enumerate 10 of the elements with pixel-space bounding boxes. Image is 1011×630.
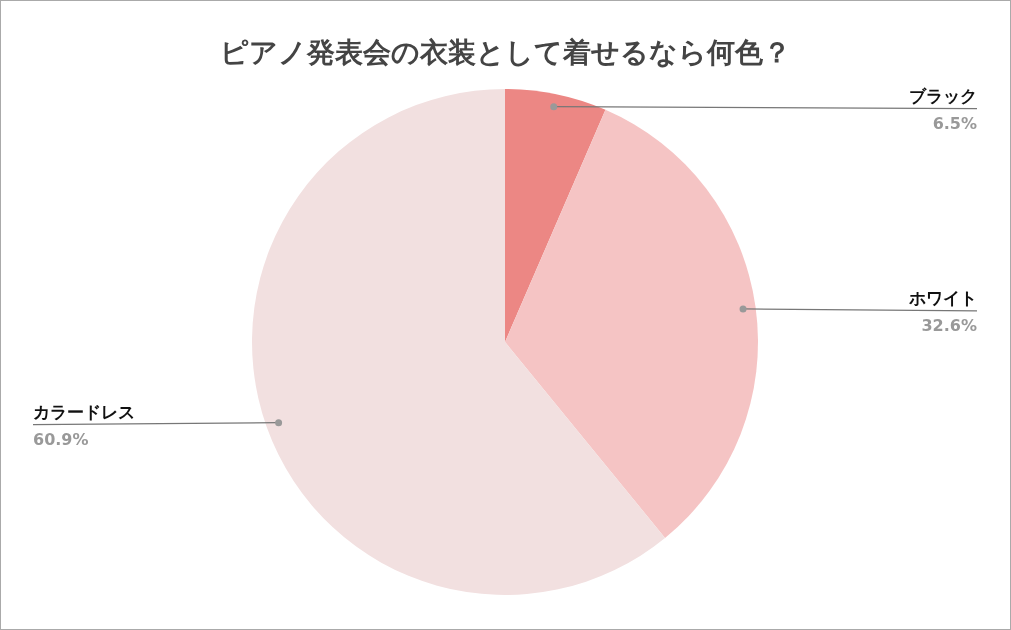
slice-label: ブラック [909,85,977,106]
data-label: 32.6% [921,315,977,335]
pie-slice [505,109,758,538]
pie-slice [252,89,666,595]
data-label: 60.9% [33,429,89,449]
data-label: 6.5% [932,113,977,133]
slice-label: カラードレス [33,401,135,422]
pie-slice [505,89,606,342]
chart-title: ピアノ発表会の衣装として着せるなら何色？ [220,36,791,69]
slice-label: ホワイト [908,287,977,308]
